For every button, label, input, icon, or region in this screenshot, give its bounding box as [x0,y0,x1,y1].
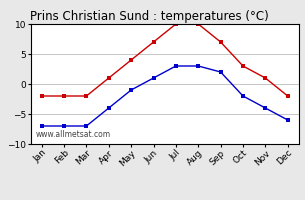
Text: www.allmetsat.com: www.allmetsat.com [36,130,111,139]
Text: Prins Christian Sund : temperatures (°C): Prins Christian Sund : temperatures (°C) [30,10,269,23]
